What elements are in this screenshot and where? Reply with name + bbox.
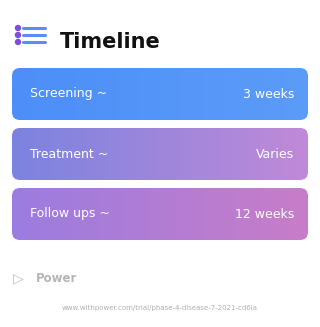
Text: Screening ~: Screening ~ bbox=[30, 88, 107, 100]
Text: 3 weeks: 3 weeks bbox=[243, 88, 294, 100]
Text: 12 weeks: 12 weeks bbox=[235, 208, 294, 220]
Text: Follow ups ~: Follow ups ~ bbox=[30, 208, 110, 220]
Circle shape bbox=[15, 32, 20, 38]
Text: Treatment ~: Treatment ~ bbox=[30, 147, 108, 161]
Text: Power: Power bbox=[36, 271, 77, 284]
Text: www.withpower.com/trial/phase-4-disease-7-2021-cd6la: www.withpower.com/trial/phase-4-disease-… bbox=[62, 305, 258, 311]
Circle shape bbox=[15, 40, 20, 44]
Text: Timeline: Timeline bbox=[60, 32, 161, 52]
Text: Varies: Varies bbox=[256, 147, 294, 161]
Text: ▷: ▷ bbox=[13, 271, 23, 285]
Circle shape bbox=[15, 26, 20, 30]
